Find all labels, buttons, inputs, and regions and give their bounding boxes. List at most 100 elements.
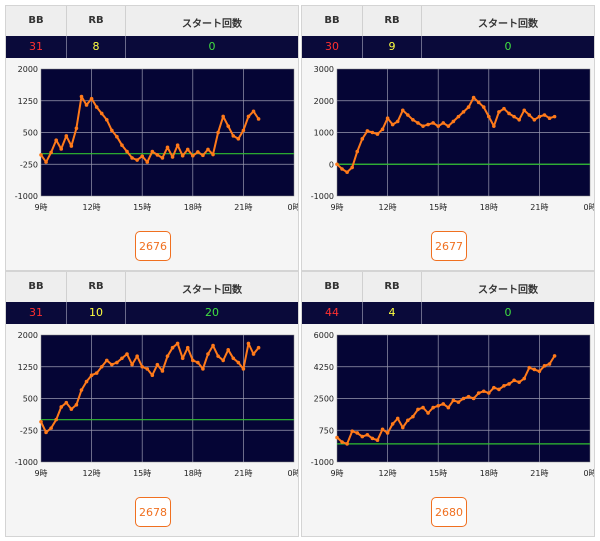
data-point: [451, 119, 456, 124]
data-point: [390, 422, 395, 426]
data-point: [49, 426, 53, 430]
data-point: [39, 153, 43, 157]
data-point: [532, 367, 537, 372]
data-point: [196, 360, 200, 365]
data-point: [552, 354, 557, 358]
data-point: [145, 160, 150, 164]
data-point: [49, 150, 53, 155]
data-point: [507, 111, 511, 116]
data-point: [180, 356, 185, 361]
x-tick-label: 9時: [34, 469, 47, 478]
data-point: [120, 143, 124, 147]
data-point: [150, 373, 155, 378]
data-point: [180, 153, 185, 158]
data-point: [340, 440, 344, 444]
x-tick-label: 15時: [133, 469, 151, 478]
data-point: [140, 154, 144, 159]
bb-count: 44: [325, 306, 339, 319]
y-tick-label: -250: [20, 160, 38, 169]
data-point: [380, 427, 385, 432]
x-tick-label: 9時: [34, 203, 47, 212]
data-point: [241, 128, 246, 133]
data-point: [251, 352, 256, 356]
data-point: [517, 380, 521, 384]
rb-count: 4: [388, 306, 396, 319]
data-point: [502, 106, 506, 111]
slump-chart: 2000 1250 500 -250 -1000 9時 12時 15時 18時 21時 0時: [15, 65, 298, 212]
data-point: [335, 162, 339, 167]
stats-header: BB RB スタート回数: [6, 6, 298, 37]
data-point: [375, 132, 380, 136]
bb-header: BB: [28, 15, 44, 26]
x-tick-label: 21時: [530, 469, 548, 478]
data-point: [487, 114, 491, 119]
start-count-header: スタート回数: [478, 285, 538, 296]
data-point: [527, 113, 532, 117]
data-point: [461, 110, 466, 114]
data-point: [416, 407, 420, 412]
data-point: [216, 130, 220, 135]
data-point: [64, 400, 69, 405]
data-point: [421, 405, 425, 410]
stats-header: BB RB スタート回数: [6, 272, 298, 303]
slump-chart: 2000 1250 500 -250 -1000 9時 12時 15時 18時 21時 0時: [15, 331, 298, 478]
data-point: [170, 155, 175, 159]
data-point: [135, 158, 139, 162]
machine-number-button[interactable]: 2677: [431, 231, 467, 261]
data-point: [54, 417, 58, 422]
data-point: [211, 343, 215, 348]
data-point: [406, 113, 410, 117]
data-point: [360, 137, 365, 141]
data-point: [251, 109, 256, 114]
data-point: [431, 405, 435, 410]
data-point: [145, 367, 150, 371]
y-tick-label: 6000: [314, 331, 334, 340]
data-point: [231, 134, 236, 138]
data-point: [115, 360, 119, 365]
data-point: [246, 114, 251, 119]
data-point: [411, 414, 415, 419]
data-point: [502, 384, 506, 388]
bb-header: BB: [324, 15, 340, 26]
data-point: [497, 387, 501, 392]
rb-header: RB: [88, 15, 104, 26]
data-point: [547, 362, 552, 366]
y-tick-label: 2500: [314, 395, 334, 404]
data-point: [537, 369, 542, 374]
y-tick-label: -1000: [15, 458, 38, 467]
data-point: [201, 367, 205, 371]
data-point: [69, 407, 74, 411]
machine-number-button[interactable]: 2680: [431, 497, 467, 527]
data-point: [84, 379, 89, 384]
data-point: [155, 362, 160, 367]
rb-header: RB: [384, 281, 400, 292]
data-point: [411, 118, 415, 122]
machine-number-button[interactable]: 2676: [135, 231, 171, 261]
x-tick-label: 12時: [83, 469, 101, 478]
bb-count: 30: [325, 40, 339, 53]
start-count: 0: [208, 40, 216, 53]
data-point: [196, 150, 200, 154]
machine-number-button[interactable]: 2678: [135, 497, 171, 527]
data-point: [89, 96, 94, 101]
data-point: [441, 402, 446, 406]
data-point: [165, 354, 170, 358]
data-point: [532, 118, 537, 122]
start-count: 0: [504, 40, 512, 53]
data-point: [365, 129, 370, 133]
data-point: [395, 119, 400, 124]
data-point: [471, 95, 476, 100]
y-tick-label: 3000: [314, 65, 334, 74]
data-point: [226, 348, 231, 352]
data-point: [170, 345, 175, 350]
data-point: [436, 403, 440, 408]
data-point: [461, 396, 466, 401]
stats-header: BB RB スタート回数: [302, 272, 594, 303]
data-point: [110, 362, 114, 367]
data-point: [446, 124, 451, 128]
data-point: [451, 398, 456, 403]
x-tick-label: 18時: [184, 203, 202, 212]
x-tick-label: 15時: [133, 203, 151, 212]
data-point: [542, 113, 547, 117]
data-point: [54, 138, 58, 142]
